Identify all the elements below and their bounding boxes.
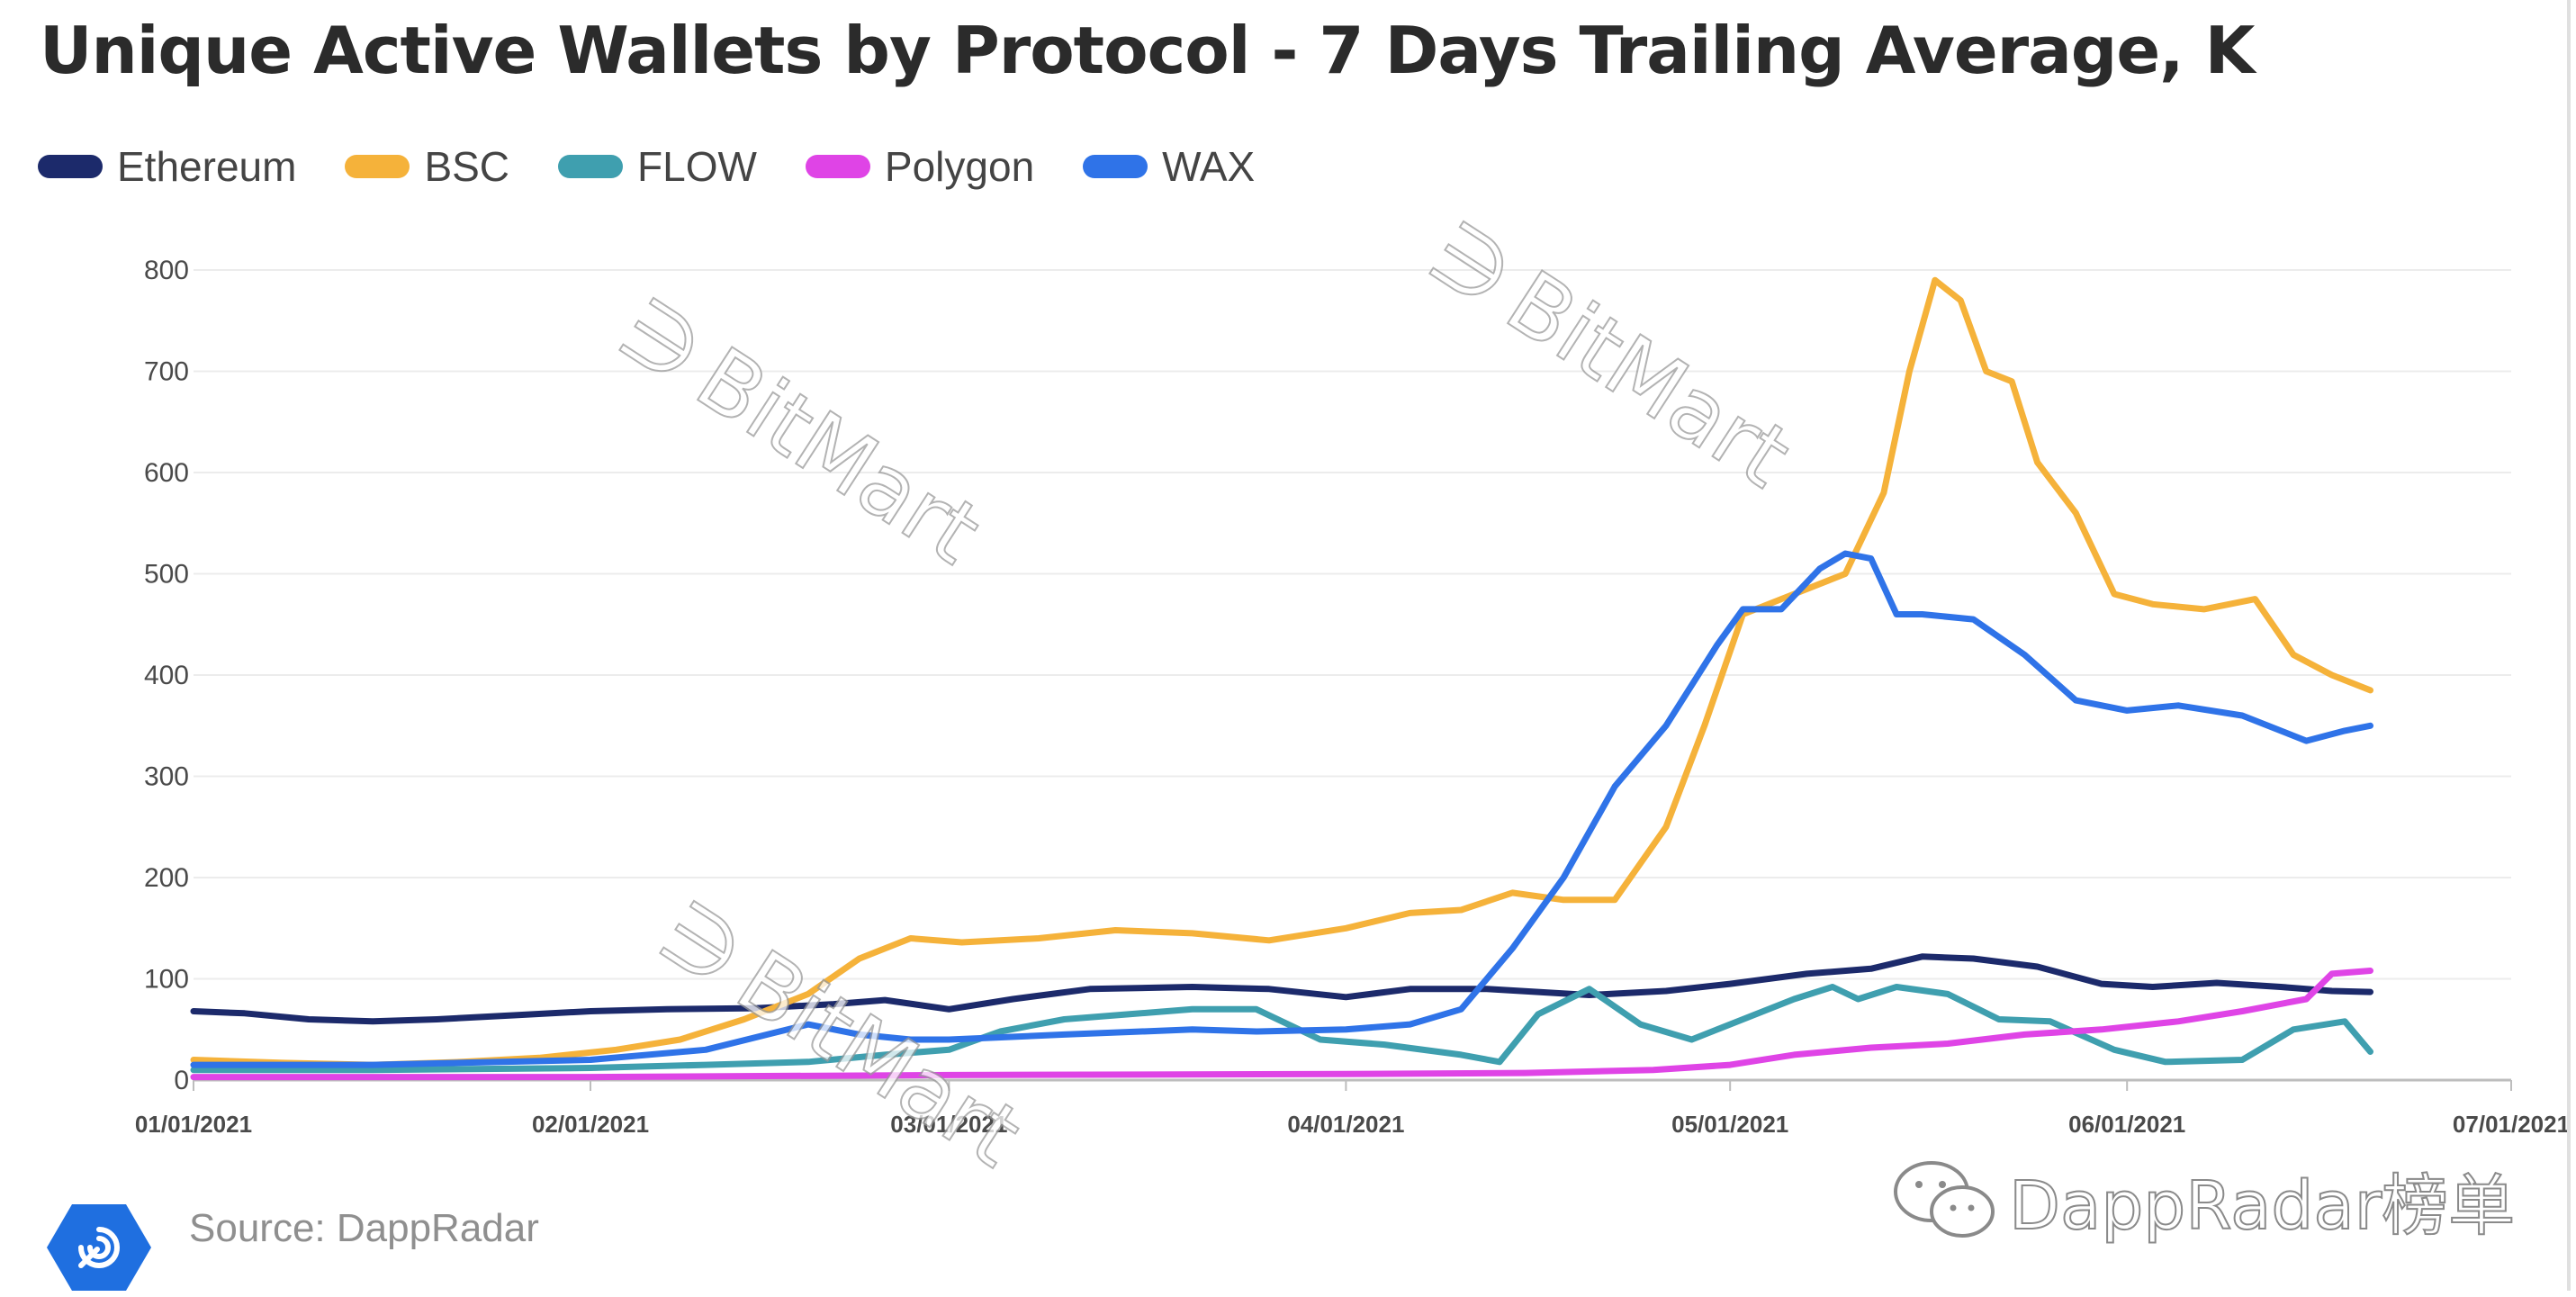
- legend-swatch: [38, 155, 103, 178]
- legend-swatch: [805, 155, 870, 178]
- legend-label: WAX: [1162, 143, 1256, 190]
- y-tick-label: 800: [144, 256, 189, 285]
- legend-item-wax: WAX: [1083, 142, 1255, 191]
- legend-swatch: [558, 155, 624, 178]
- x-tick-label: 05/01/2021: [1671, 1111, 1788, 1138]
- legend-item-ethereum: Ethereum: [38, 142, 296, 191]
- y-tick-label: 200: [144, 863, 189, 893]
- legend-label: FLOW: [637, 143, 757, 190]
- series-line-ethereum: [190, 953, 2373, 1025]
- brand-watermark: DappRadar榜单: [1890, 1152, 2516, 1248]
- frame-border: [2567, 0, 2571, 1291]
- legend-swatch: [1083, 155, 1148, 178]
- y-tick-label: 400: [144, 661, 189, 690]
- legend: Ethereum BSC FLOW Polygon WAX: [38, 142, 1255, 191]
- y-tick-label: 300: [144, 762, 189, 792]
- y-tick-label: 100: [144, 965, 189, 995]
- x-tick-label: 07/01/2021: [2453, 1111, 2570, 1138]
- wechat-icon: [1894, 1160, 1995, 1238]
- x-tick-label: 03/01/2021: [890, 1111, 1007, 1138]
- y-tick-label: 500: [144, 560, 189, 590]
- legend-label: Polygon: [884, 143, 1035, 190]
- y-tick-label: 700: [144, 357, 189, 387]
- legend-swatch: [345, 155, 410, 178]
- legend-label: BSC: [424, 143, 510, 190]
- series-line-wax: [190, 550, 2373, 1068]
- brand-text: DappRadar榜单: [2008, 1166, 2516, 1246]
- x-tick-label: 02/01/2021: [532, 1111, 649, 1138]
- y-tick-label: 0: [174, 1066, 189, 1095]
- series-line-flow: [190, 984, 2373, 1074]
- y-tick-label: 600: [144, 458, 189, 488]
- legend-item-polygon: Polygon: [805, 142, 1035, 191]
- legend-item-bsc: BSC: [345, 142, 509, 191]
- legend-item-flow: FLOW: [558, 142, 757, 191]
- chart-title: Unique Active Wallets by Protocol - 7 Da…: [40, 13, 2255, 88]
- x-tick-label: 04/01/2021: [1287, 1111, 1404, 1138]
- legend-label: Ethereum: [117, 143, 297, 190]
- x-tick-label: 06/01/2021: [2068, 1111, 2185, 1138]
- source-note: Source: DappRadar: [189, 1206, 539, 1250]
- series-line-polygon: [190, 968, 2373, 1081]
- series-line-bsc: [190, 276, 2373, 1068]
- x-tick-label: 01/01/2021: [135, 1111, 252, 1138]
- dappradar-logo-icon: [45, 1202, 153, 1297]
